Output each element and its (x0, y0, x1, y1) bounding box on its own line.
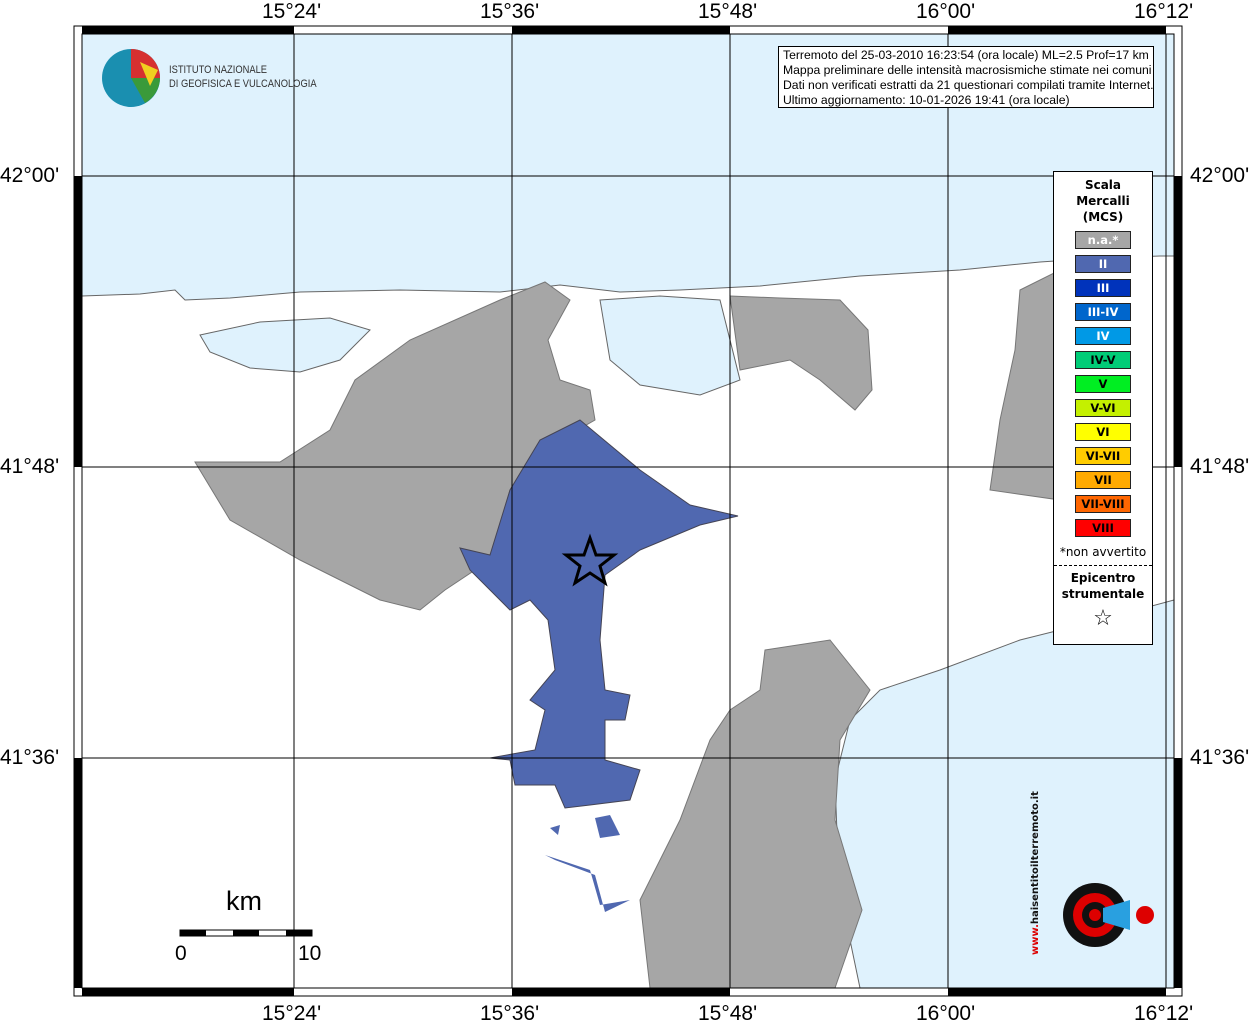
lon-tick-bottom: 16°00' (916, 1002, 976, 1025)
intensity-II-area (545, 815, 630, 912)
star-icon: ☆ (1093, 606, 1113, 631)
not-felt-area (194, 281, 596, 611)
lon-tick-bottom: 15°36' (480, 1002, 540, 1025)
legend-title-line: Mercalli (1076, 194, 1130, 208)
lon-tick-top: 16°12' (1134, 0, 1194, 23)
epicenter-label-line: Epicentro (1070, 571, 1136, 585)
ingv-logo-text: ISTITUTO NAZIONALE DI GEOFISICA E VULCAN… (169, 63, 317, 91)
legend-title: Scala Mercalli (MCS) (1054, 177, 1152, 225)
lat-tick-left: 41°48' (0, 455, 60, 478)
legend-swatch: II (1075, 255, 1131, 273)
legend-title-line: Scala (1084, 178, 1122, 192)
scale-end: 10 (298, 942, 322, 965)
lon-tick-top: 15°24' (262, 0, 322, 23)
legend-note: *non avvertito (1059, 545, 1147, 559)
epicenter-label-line: strumentale (1061, 587, 1145, 601)
event-info-line: Mappa preliminare delle intensità macros… (783, 63, 1152, 77)
intensity-II-area (459, 419, 739, 809)
lat-tick-left: 41°36' (0, 746, 60, 769)
haisentito-badge-text: www.haisentitoilterremoto.it (1030, 791, 1041, 955)
intensity-legend: Scala Mercalli (MCS) n.a.* II III III-IV IV I… (1053, 171, 1153, 645)
lon-tick-top: 15°36' (480, 0, 540, 23)
lon-tick-bottom: 15°48' (698, 1002, 758, 1025)
logo-line: ISTITUTO NAZIONALE (169, 64, 268, 76)
legend-swatch: VI-VII (1075, 447, 1131, 465)
legend-swatch: n.a.* (1075, 231, 1131, 249)
map-frame (73, 25, 1183, 997)
lat-tick-right: 41°36' (1190, 746, 1250, 769)
lon-tick-top: 16°00' (916, 0, 976, 23)
scale-unit: km (226, 886, 262, 916)
badge-prefix: www. (1030, 924, 1041, 955)
lat-tick-right: 42°00' (1190, 164, 1250, 187)
badge-text: haisentitoilterremoto.it (1030, 791, 1041, 925)
lagoon-east (599, 295, 741, 396)
legend-swatch: IV (1075, 327, 1131, 345)
event-info-line: Dati non verificati estratti da 21 quest… (783, 78, 1154, 92)
epicenter-star-icon (561, 533, 619, 587)
scale-bar (179, 929, 313, 937)
epicenter-label: Epicentro strumentale (1054, 570, 1152, 602)
legend-title-line: (MCS) (1082, 210, 1124, 224)
legend-swatch: VI (1075, 423, 1131, 441)
legend-swatch: III-IV (1075, 303, 1131, 321)
logo-line: DI GEOFISICA E VULCANOLOGIA (169, 78, 317, 90)
grid (82, 34, 1174, 988)
legend-swatches: n.a.* II III III-IV IV IV-V V V-VI VI VI-VII VII VI… (1054, 231, 1152, 537)
lon-tick-bottom: 15°24' (262, 1002, 322, 1025)
legend-swatch: VII-VIII (1075, 495, 1131, 513)
lat-tick-left: 42°00' (0, 164, 60, 187)
lon-tick-top: 15°48' (698, 0, 758, 23)
lat-tick-right: 41°48' (1190, 455, 1250, 478)
legend-swatch: IV-V (1075, 351, 1131, 369)
event-info-line: Terremoto del 25-03-2010 16:23:54 (ora l… (783, 48, 1149, 62)
legend-swatch: V-VI (1075, 399, 1131, 417)
legend-swatch: III (1075, 279, 1131, 297)
event-info-box: Terremoto del 25-03-2010 16:23:54 (ora l… (778, 46, 1154, 108)
lagoon-west (199, 317, 371, 373)
not-felt-area (729, 295, 873, 411)
legend-divider (1054, 565, 1152, 566)
ingv-logo-icon (102, 49, 160, 107)
lon-tick-bottom: 16°12' (1134, 1002, 1194, 1025)
legend-swatch: VII (1075, 471, 1131, 489)
haisentito-badge-icon (1063, 883, 1154, 947)
legend-swatch: V (1075, 375, 1131, 393)
scale-start: 0 (175, 942, 187, 965)
event-info-line: Ultimo aggiornamento: 10-01-2026 19:41 (… (783, 93, 1070, 107)
legend-swatch: VIII (1075, 519, 1131, 537)
